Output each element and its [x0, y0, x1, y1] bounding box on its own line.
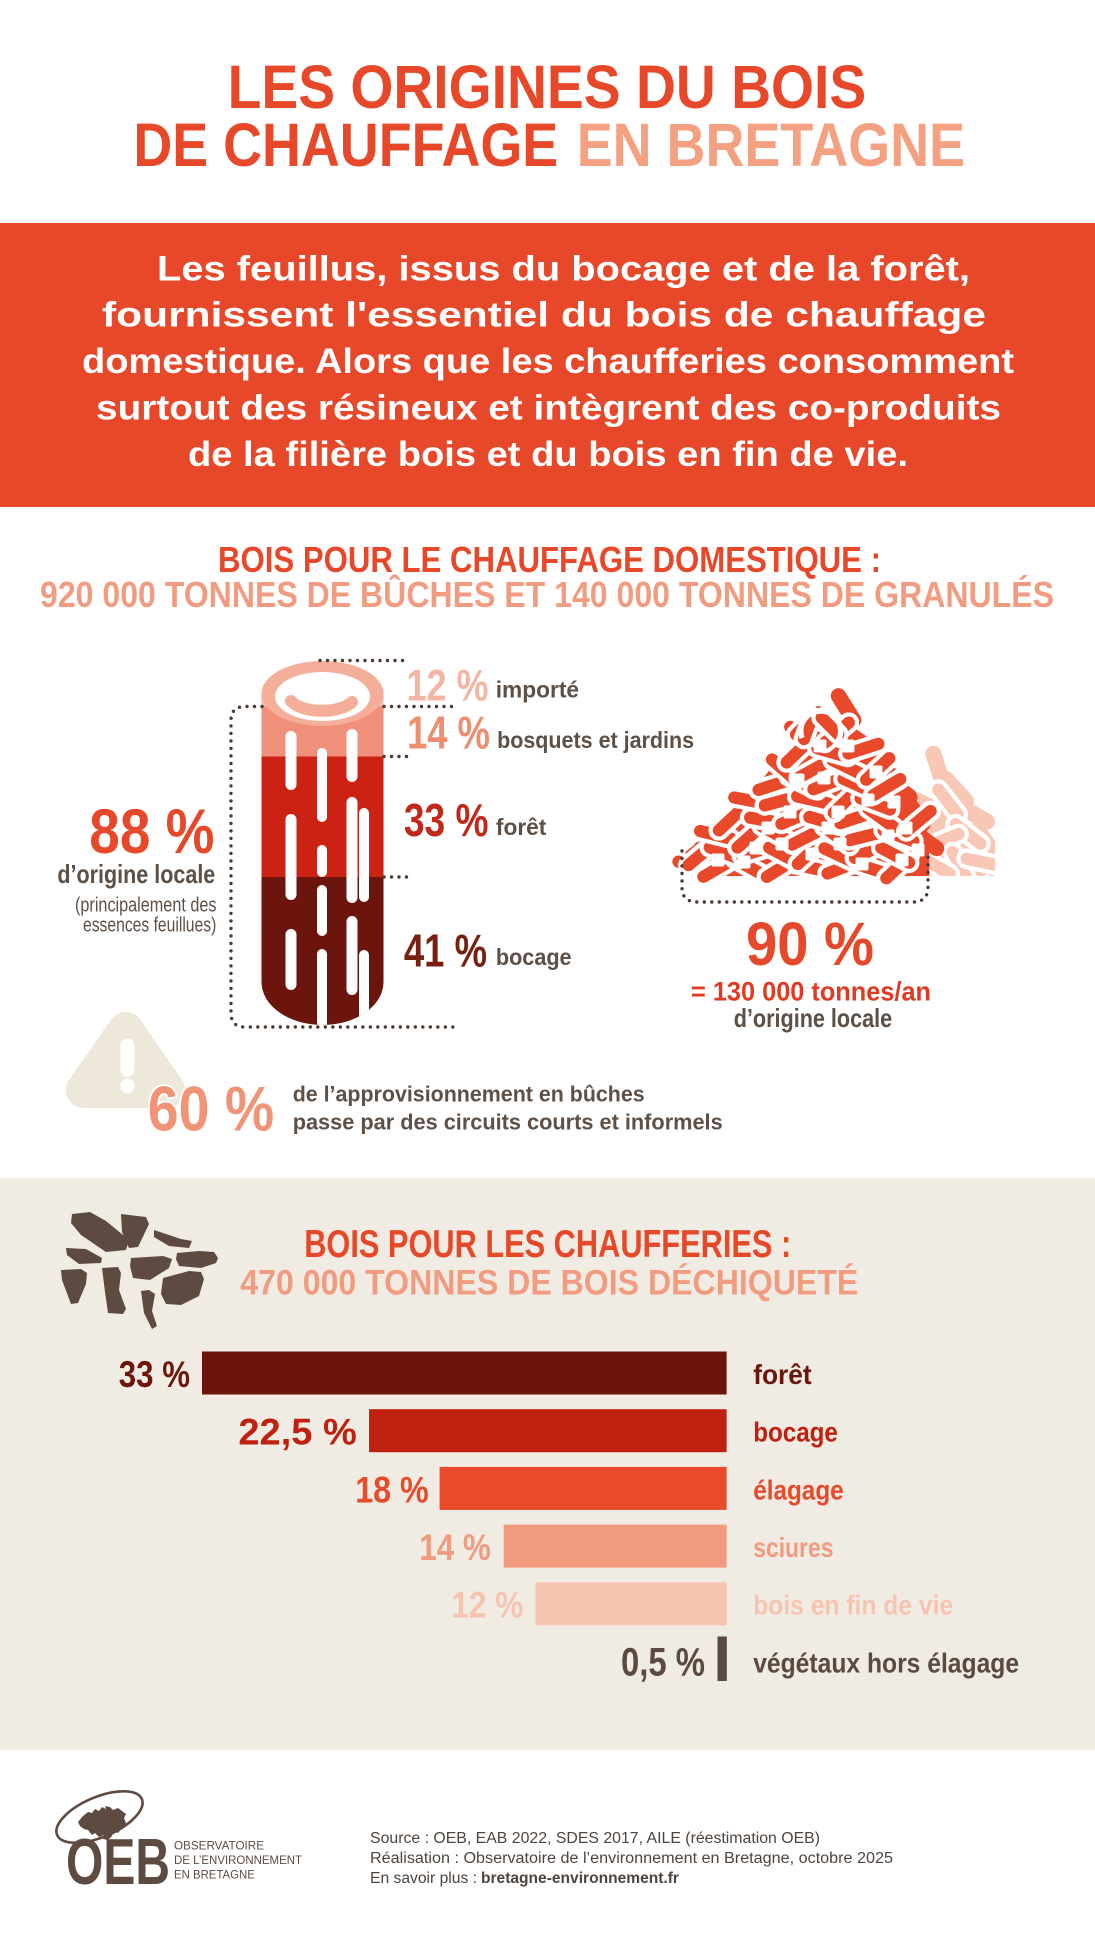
svg-text:forêt: forêt [753, 1359, 811, 1390]
svg-text:domestique. Alors que les chau: domestique. Alors que les chaufferies co… [82, 341, 1014, 381]
svg-text:bocage: bocage [496, 944, 572, 970]
svg-text:BOIS POUR LES CHAUFFERIES :: BOIS POUR LES CHAUFFERIES : [304, 1223, 791, 1266]
svg-text:EN BRETAGNE: EN BRETAGNE [577, 111, 965, 179]
svg-text:importé: importé [496, 677, 579, 703]
svg-text:BOIS POUR LE CHAUFFAGE DOMESTI: BOIS POUR LE CHAUFFAGE DOMESTIQUE : [218, 540, 881, 580]
svg-text:470 000 TONNES DE BOIS DÉCHIQU: 470 000 TONNES DE BOIS DÉCHIQUETÉ [240, 1262, 858, 1302]
svg-text:41 %: 41 % [404, 925, 487, 977]
svg-text:passe par des circuits courts: passe par des circuits courts et informe… [293, 1109, 723, 1134]
svg-text:DE L’ENVIRONNEMENT: DE L’ENVIRONNEMENT [174, 1855, 302, 1867]
svg-text:EN BRETAGNE: EN BRETAGNE [174, 1870, 255, 1882]
svg-text:bocage: bocage [753, 1417, 838, 1448]
svg-text:bretagne-environnement.fr: bretagne-environnement.fr [481, 1870, 679, 1887]
svg-text:12 %: 12 % [407, 661, 489, 710]
svg-text:DE CHAUFFAGE: DE CHAUFFAGE [133, 111, 558, 179]
svg-text:(principalement des: (principalement des [75, 895, 217, 917]
svg-text:OEB: OEB [66, 1825, 170, 1898]
svg-text:forêt: forêt [496, 814, 547, 840]
svg-text:sciures: sciures [753, 1532, 833, 1563]
svg-text:Réalisation : Observatoire de: Réalisation : Observatoire de l’environn… [370, 1850, 893, 1867]
svg-text:90 %: 90 % [746, 910, 874, 978]
svg-text:OBSERVATOIRE: OBSERVATOIRE [174, 1840, 264, 1852]
svg-text:En savoir plus :: En savoir plus : [370, 1870, 477, 1887]
svg-text:14 %: 14 % [419, 1526, 490, 1568]
svg-text:14 %: 14 % [407, 706, 490, 758]
svg-text:88 %: 88 % [89, 797, 214, 867]
svg-text:d’origine locale: d’origine locale [734, 1003, 893, 1033]
svg-text:LES ORIGINES DU BOIS: LES ORIGINES DU BOIS [228, 53, 867, 121]
svg-text:élagage: élagage [753, 1474, 844, 1505]
svg-text:0,5 %: 0,5 % [621, 1640, 705, 1684]
svg-text:12 %: 12 % [451, 1584, 523, 1626]
svg-text:920 000 TONNES DE BÛCHES ET 14: 920 000 TONNES DE BÛCHES ET 140 000 TONN… [40, 573, 1054, 615]
svg-text:60 %: 60 % [148, 1075, 274, 1145]
svg-text:essences feuillues): essences feuillues) [83, 915, 216, 937]
svg-text:33 %: 33 % [119, 1353, 190, 1395]
svg-text:de l’approvisionnement en bûch: de l’approvisionnement en bûches [293, 1081, 645, 1106]
svg-text:Les feuillus, issus du bocage: Les feuillus, issus du bocage et de la f… [157, 248, 970, 288]
svg-text:18 %: 18 % [355, 1468, 429, 1510]
svg-text:de la filière bois et du bois: de la filière bois et du bois en fin de … [188, 434, 908, 474]
svg-text:bosquets et jardins: bosquets et jardins [497, 727, 694, 753]
svg-text:= 130 000 tonnes/an: = 130 000 tonnes/an [691, 977, 931, 1007]
svg-text:végétaux hors élagage: végétaux hors élagage [753, 1647, 1019, 1678]
svg-text:Source : OEB, EAB 2022, SDES 2: Source : OEB, EAB 2022, SDES 2017, AILE … [370, 1830, 820, 1847]
svg-text:22,5 %: 22,5 % [238, 1411, 356, 1453]
svg-text:33 %: 33 % [404, 794, 489, 846]
svg-text:surtout des résineux et intègr: surtout des résineux et intègrent des co… [96, 388, 1001, 428]
svg-text:fournissent l'essentiel du boi: fournissent l'essentiel du bois de chauf… [102, 295, 986, 335]
svg-text:bois en fin de vie: bois en fin de vie [753, 1590, 953, 1621]
svg-text:d’origine locale: d’origine locale [57, 859, 215, 889]
